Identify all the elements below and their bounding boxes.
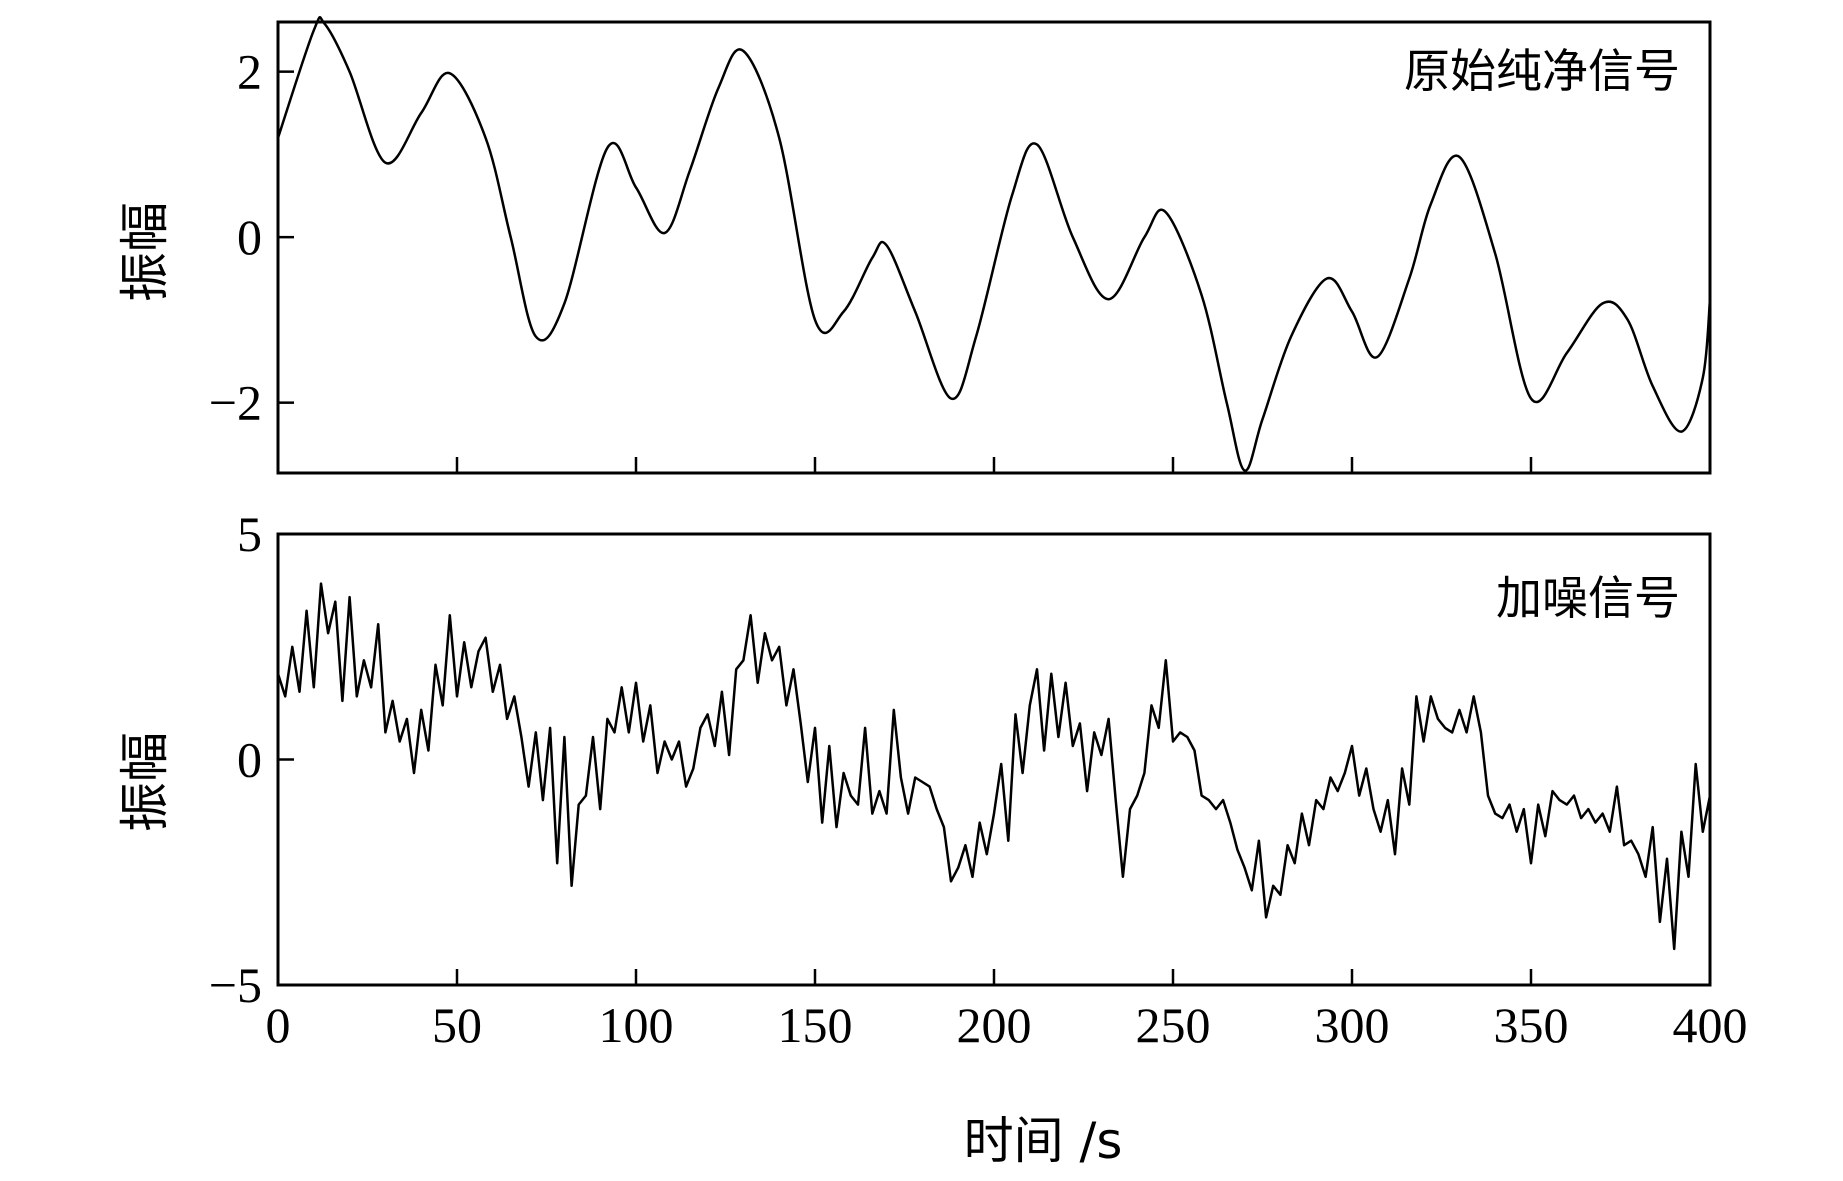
top-legend-label: 原始纯净信号	[1404, 44, 1680, 98]
x-axis-title: 时间 /s	[964, 1112, 1123, 1170]
bottom-y-axis-title: 振幅	[116, 732, 174, 832]
x-tick-label-350: 350	[1494, 997, 1569, 1053]
top-y-axis-title: 振幅	[116, 202, 174, 302]
x-tick-label-300: 300	[1315, 997, 1390, 1053]
bottom-x-ticks: 0 50 100 150 200 250 300 350 400	[266, 969, 1748, 1053]
panel-bottom-noisy-signal: 0 50 100 150 200 250 300 350 400 50−5 加噪信号 振幅 时间…	[116, 506, 1748, 1170]
x-tick-label-150: 150	[778, 997, 853, 1053]
top-x-ticks	[455, 457, 1533, 473]
y-tick-label--2: −2	[209, 375, 262, 431]
x-tick-label-250: 250	[1136, 997, 1211, 1053]
y-tick-label--5: −5	[209, 957, 262, 1013]
top-y-ticks: 2 0 −2	[209, 44, 294, 431]
x-tick-label-50: 50	[432, 997, 482, 1053]
bottom-plot-frame	[276, 532, 1712, 987]
bottom-legend-label: 加噪信号	[1496, 571, 1680, 625]
x-tick-label-100: 100	[599, 997, 674, 1053]
bottom-y-ticks: 5 0 −5	[209, 506, 294, 1013]
top-plot-frame	[276, 20, 1712, 475]
y-tick-label-2: 2	[237, 44, 262, 100]
x-tick-label-0: 0	[266, 997, 291, 1053]
noisy-signal-line	[276, 582, 1712, 951]
y-tick-label-0: 0	[237, 732, 262, 788]
x-tick-label-400: 400	[1673, 997, 1748, 1053]
panel-top-original-signal: 2 0 −2 原始纯净信号 振幅	[116, 16, 1712, 475]
y-tick-label-0: 0	[237, 209, 262, 265]
original-signal-line	[276, 16, 1712, 472]
y-tick-label-5: 5	[237, 506, 262, 562]
x-tick-label-200: 200	[957, 997, 1032, 1053]
